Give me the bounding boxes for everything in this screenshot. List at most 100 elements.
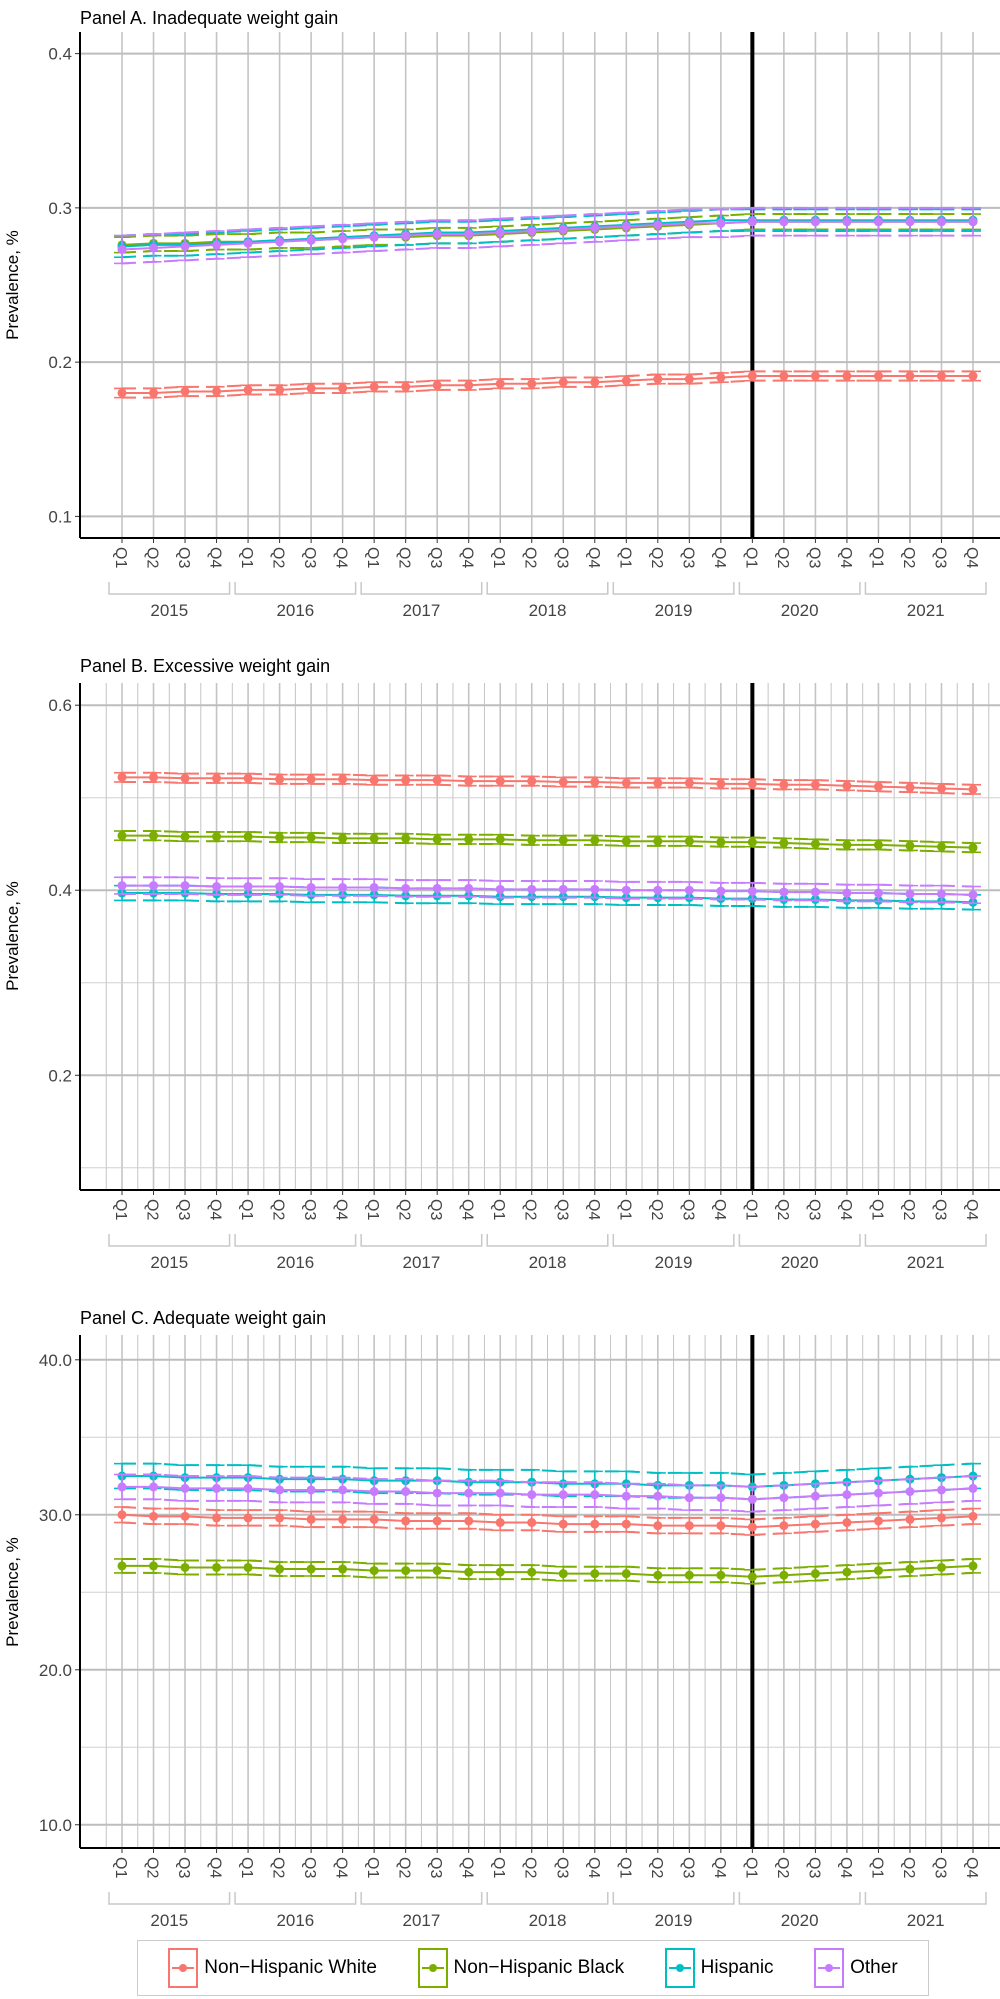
data-point <box>558 835 568 845</box>
quarter-label: Q1 <box>112 1857 129 1878</box>
data-point <box>621 376 631 386</box>
data-point <box>432 883 442 893</box>
data-point <box>243 1562 253 1572</box>
data-point <box>905 217 915 227</box>
data-point <box>558 224 568 234</box>
data-point <box>873 782 883 792</box>
data-point <box>527 1490 537 1500</box>
data-point <box>905 371 915 381</box>
data-point <box>873 888 883 898</box>
legend-key-icon <box>814 1948 845 1988</box>
data-point <box>306 774 316 784</box>
data-point <box>905 1564 915 1574</box>
data-point <box>653 836 663 846</box>
data-point <box>338 833 348 843</box>
quarter-label: Q3 <box>427 1857 444 1878</box>
data-point <box>558 884 568 894</box>
data-point <box>558 1519 568 1529</box>
year-label: 2021 <box>907 601 945 620</box>
data-point <box>810 1569 820 1579</box>
data-point <box>905 783 915 793</box>
data-point <box>653 1570 663 1580</box>
panel-a-y-axis-title: Prevalence, % <box>3 230 22 340</box>
data-point <box>338 234 348 244</box>
data-point <box>968 1511 978 1521</box>
year-bracket <box>612 1892 735 1905</box>
data-point <box>464 776 474 786</box>
data-point <box>684 1570 694 1580</box>
data-point <box>684 778 694 788</box>
data-point <box>590 1519 600 1529</box>
series-line <box>122 776 974 791</box>
legend-item-non-hispanic-white: Non−Hispanic White <box>168 1948 377 1988</box>
data-point <box>212 1562 222 1572</box>
ci-lower-line <box>121 1521 974 1536</box>
data-point <box>905 1514 915 1524</box>
data-point <box>464 883 474 893</box>
data-point <box>747 371 757 381</box>
year-bracket <box>360 582 483 595</box>
data-point <box>873 371 883 381</box>
year-bracket <box>486 1892 609 1905</box>
data-point <box>527 776 537 786</box>
data-point <box>621 836 631 846</box>
quarter-label: Q1 <box>616 547 633 568</box>
data-point <box>306 383 316 393</box>
data-point <box>747 886 757 896</box>
quarter-label: Q4 <box>963 1857 980 1878</box>
ci-lower-line <box>121 234 973 265</box>
data-point <box>117 1561 127 1571</box>
data-point <box>464 1516 474 1526</box>
panel-c: 10.0 20.0 30.0 40.0 Q1 Q2 Q3 Q4 2015 Q1 Q2 Q3 Q4 2016… <box>39 1335 1000 1930</box>
data-point <box>936 371 946 381</box>
data-point <box>653 1491 663 1501</box>
data-point <box>590 884 600 894</box>
data-point <box>180 386 190 396</box>
data-point <box>306 882 316 892</box>
data-point <box>180 1483 190 1493</box>
data-point <box>243 385 253 395</box>
data-point <box>936 1485 946 1495</box>
quarter-label: Q1 <box>238 1857 255 1878</box>
ci-lower-line <box>122 892 974 905</box>
data-point <box>432 1566 442 1576</box>
year-label: 2020 <box>781 601 819 620</box>
legend-label: Non−Hispanic Black <box>453 1957 625 1978</box>
ci-upper-line <box>121 1506 974 1521</box>
quarter-label: Q4 <box>837 1857 854 1878</box>
data-point <box>905 1487 915 1497</box>
data-point <box>212 1483 222 1493</box>
data-point <box>873 1566 883 1576</box>
year-label: 2016 <box>276 601 314 620</box>
ci-upper-line <box>122 771 974 786</box>
data-point <box>621 1519 631 1529</box>
data-point <box>558 1569 568 1579</box>
quarter-label: Q3 <box>553 1857 570 1878</box>
ci-upper-line <box>122 830 974 845</box>
data-point <box>401 775 411 785</box>
data-point <box>653 885 663 895</box>
ci-upper-line <box>121 213 973 239</box>
data-point <box>936 842 946 852</box>
data-point <box>464 229 474 239</box>
panel-c-y-axis-title: Prevalence, % <box>3 1537 22 1647</box>
data-point <box>716 373 726 383</box>
data-point <box>590 377 600 387</box>
data-point <box>401 231 411 241</box>
quarter-label: Q1 <box>868 1857 885 1878</box>
series-other <box>114 206 981 265</box>
ci-upper-line <box>121 208 973 237</box>
data-point <box>306 833 316 843</box>
data-point <box>873 217 883 227</box>
year-label: 2021 <box>907 1253 945 1272</box>
data-point <box>842 840 852 850</box>
quarter-label: Q2 <box>144 1199 161 1220</box>
ci-lower-line <box>122 379 973 399</box>
series-non-hispanic-white <box>114 771 981 796</box>
quarter-label: Q2 <box>144 1857 161 1878</box>
legend-label: Non−Hispanic White <box>204 1957 377 1978</box>
data-point <box>495 1567 505 1577</box>
data-point <box>275 1513 285 1523</box>
data-point <box>495 834 505 844</box>
data-point <box>747 779 757 789</box>
